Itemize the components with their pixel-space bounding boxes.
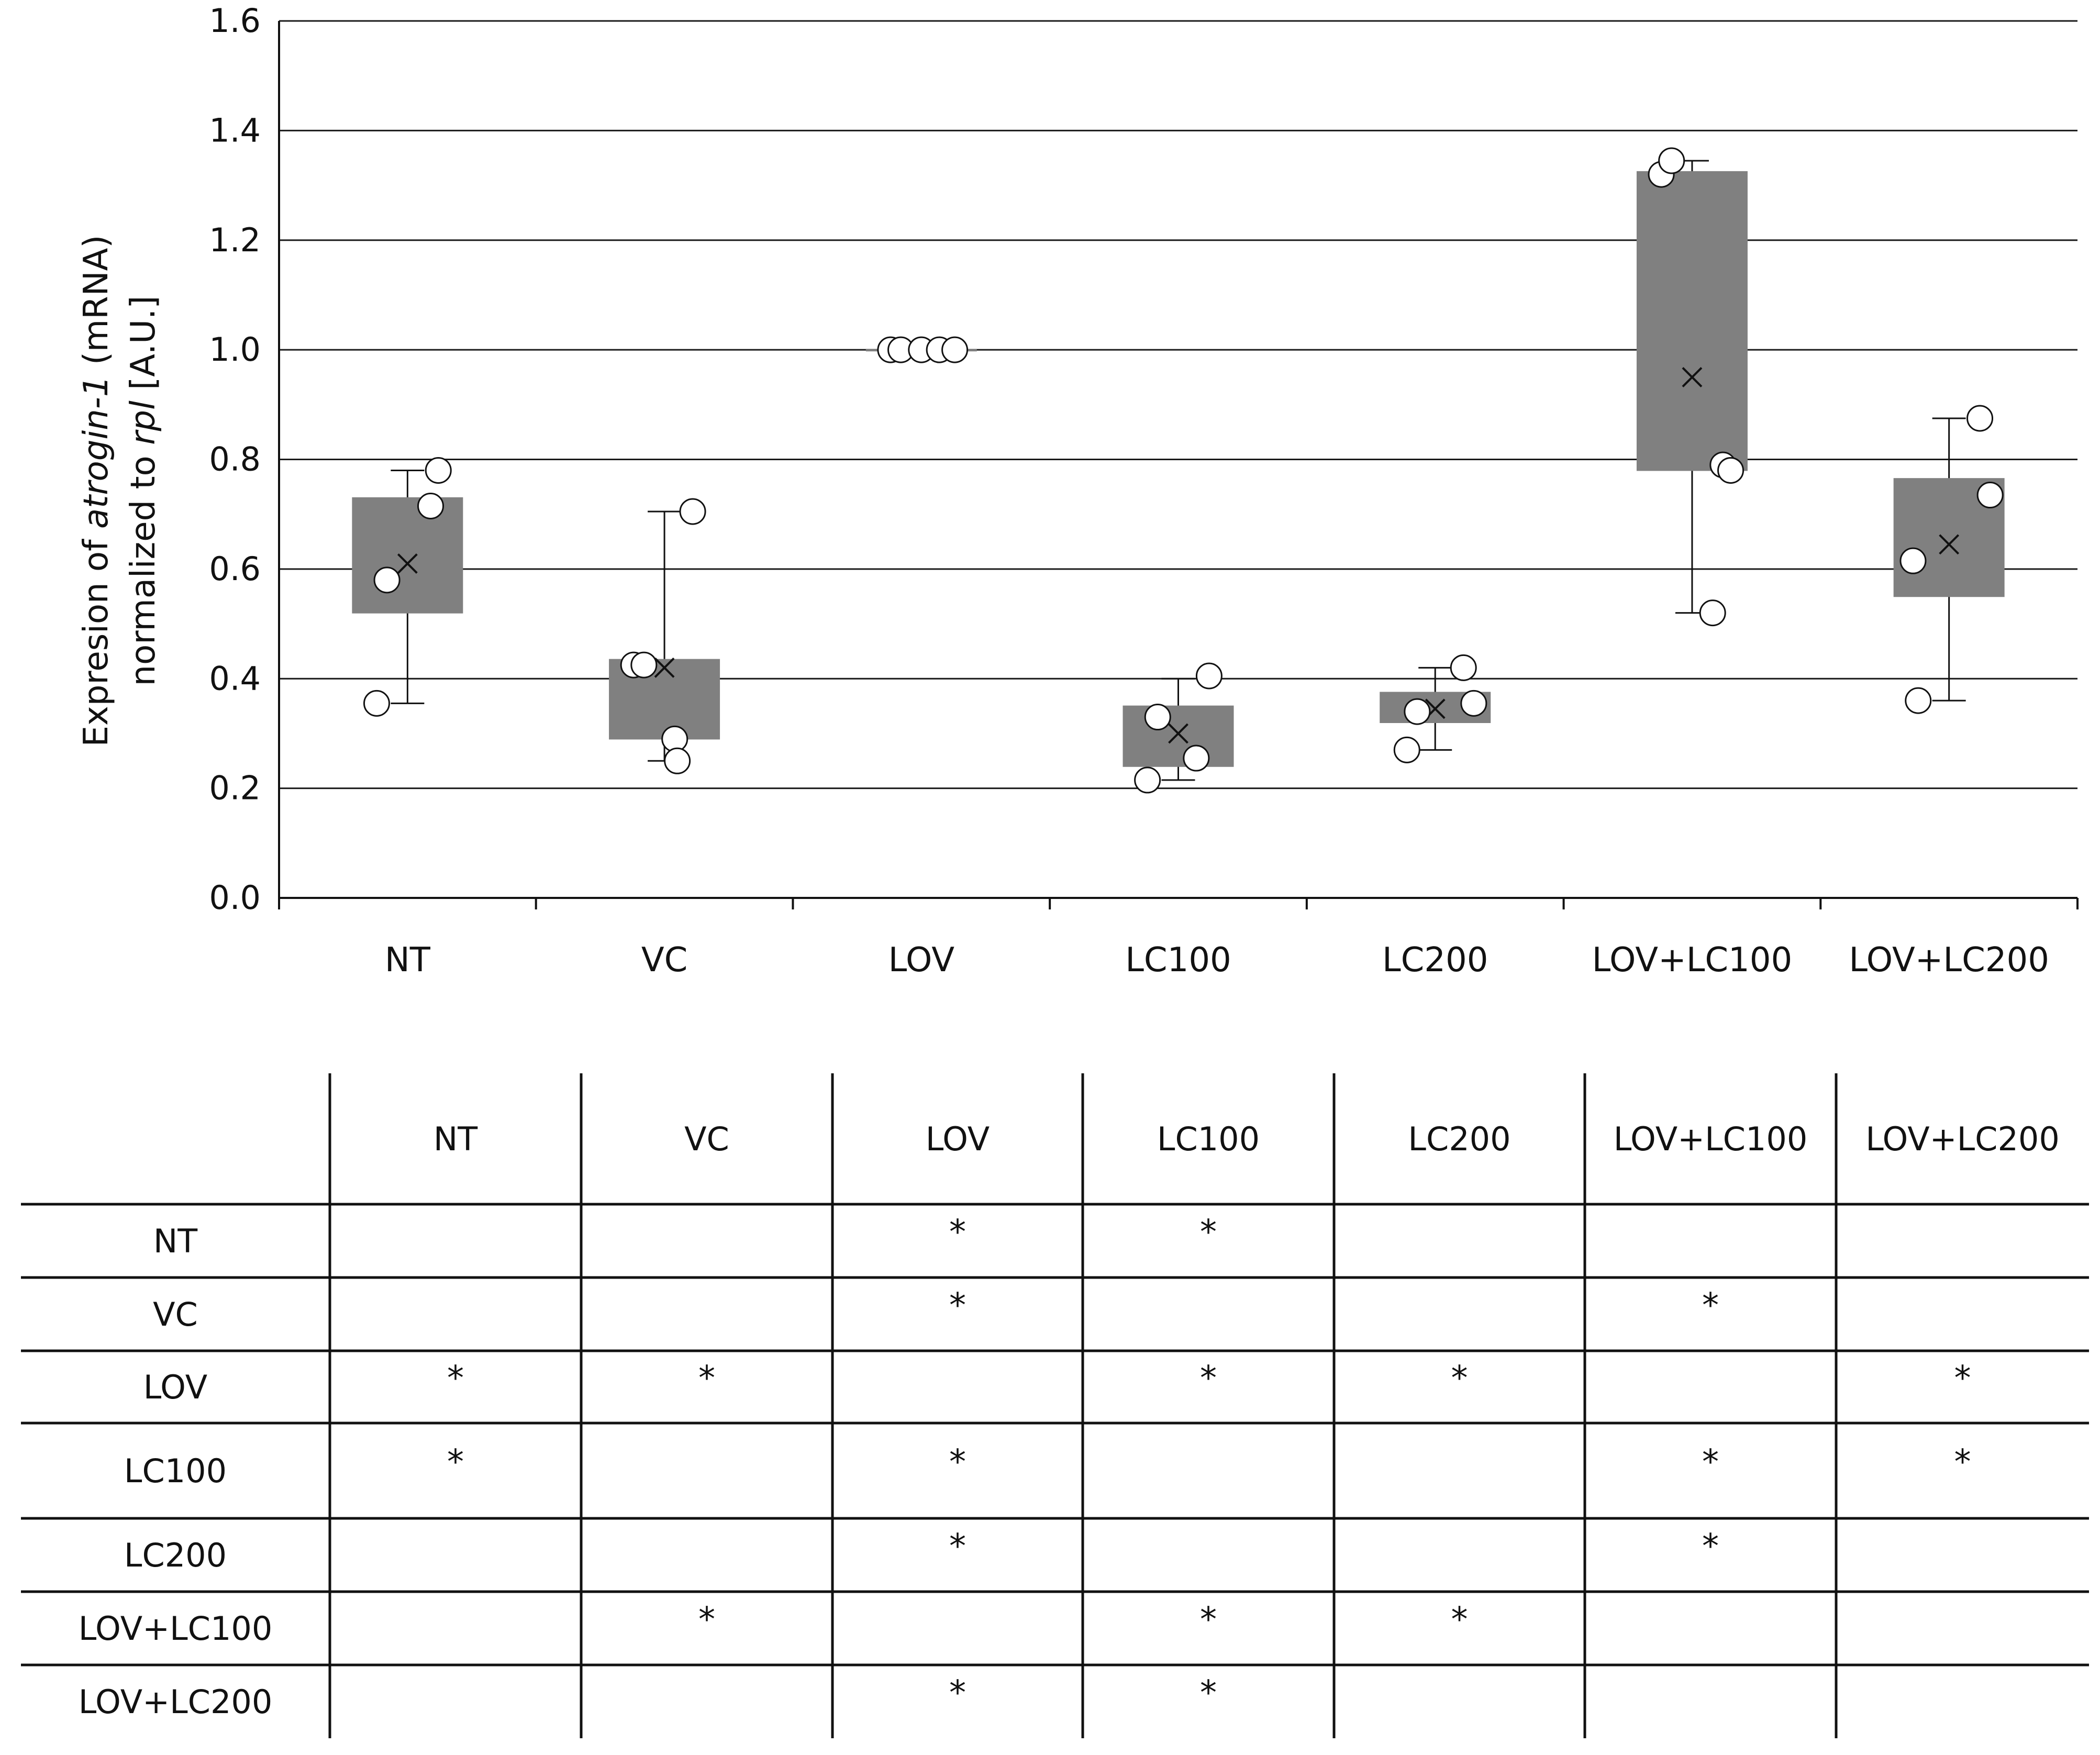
data-point [1966,405,1994,432]
y-tick-label: 1.0 [209,330,261,369]
significance-table: NT VC LOV LC100 LC200 LOV+LC100 LOV+LC200 NT * * V… [21,1073,2089,1738]
data-point [1144,704,1171,731]
significance-mark: * [1451,1359,1468,1398]
significance-mark: * [447,1443,464,1482]
data-point [1404,698,1431,725]
iqr-box [1123,705,1234,767]
table-row-label: LOV+LC200 [79,1683,273,1721]
data-point [1699,599,1726,627]
data-point [1658,147,1685,174]
table-row-label: LC200 [124,1536,227,1574]
table-row-label: LC100 [124,1452,227,1490]
significance-mark: * [1954,1359,1971,1398]
y-axis-title: Expresion of atrogin-1 (mRNA) [77,235,116,747]
iqr-box [1636,171,1748,471]
data-point [679,498,706,525]
significance-mark: * [698,1359,715,1398]
mean-marker [1168,723,1188,744]
data-point [1195,662,1223,690]
y-axis-title-part: Expresion of [77,529,116,747]
significance-mark: * [1702,1443,1719,1482]
table-column-header: VC [684,1120,729,1158]
y-axis-title-part: normalized to [124,445,163,686]
mean-marker [1682,367,1703,387]
mean-marker [1939,534,1960,555]
table-column-header: LC200 [1408,1120,1510,1158]
table-column-header: LOV+LC200 [1865,1120,2060,1158]
significance-mark: * [1954,1443,1971,1482]
box-plot: 0.0 0.2 0.4 0.6 0.8 1.0 1.2 1.4 1.6 NT VC LOV LC100 L… [77,2,2079,980]
significance-mark: * [698,1601,715,1639]
table-row-label: VC [153,1295,198,1334]
significance-mark: * [949,1286,966,1325]
significance-mark: * [1200,1213,1217,1252]
data-point [1393,736,1420,763]
table-column-header: LOV [926,1120,990,1158]
data-point [363,690,390,717]
mean-marker [397,553,418,574]
significance-mark: * [949,1443,966,1482]
y-axis-title-part: rpl [124,401,163,445]
y-tick-label: 0.2 [209,769,261,807]
data-point [1717,457,1745,484]
y-axis-title-part: [A.U.] [124,296,163,401]
significance-mark: * [1200,1359,1217,1398]
data-point [1183,745,1210,772]
significance-mark: * [1702,1527,1719,1566]
data-point [1905,687,1932,714]
x-category-label: LOV [888,941,955,980]
table-row-label: LOV+LC100 [79,1609,273,1648]
data-point [661,725,688,752]
x-category-label: LC100 [1125,941,1231,980]
data-point [664,747,691,774]
table-column-header: LOV+LC100 [1614,1120,1808,1158]
data-point [630,651,658,679]
table-column-header: LC100 [1157,1120,1260,1158]
significance-mark: * [1200,1674,1217,1713]
y-axis-title: normalized to rpl [A.U.] [124,296,163,686]
x-category-label: LC200 [1382,941,1488,980]
y-tick-label: 0.4 [209,659,261,697]
y-axis-title-part: atrogin-1 [77,375,116,529]
significance-mark: * [447,1359,464,1398]
significance-mark: * [949,1527,966,1566]
y-tick-label: 1.4 [209,111,261,149]
significance-mark: * [1451,1601,1468,1639]
data-point [1450,654,1477,681]
x-category-label: LOV+LC100 [1592,941,1793,980]
y-axis-title-part: (mRNA) [77,235,116,376]
data-point [1460,690,1487,717]
y-tick-label: 1.6 [209,2,261,40]
x-category-label: VC [641,941,687,980]
data-point [1899,547,1927,574]
data-point [1134,767,1161,794]
significance-mark: * [949,1674,966,1713]
iqr-box [352,497,463,614]
mean-marker [654,657,675,678]
data-point [373,567,401,594]
y-tick-label: 0.8 [209,440,261,479]
significance-mark: * [1200,1601,1217,1639]
table-column-header: NT [434,1120,478,1158]
y-tick-label: 0.0 [209,879,261,917]
y-tick-label: 0.6 [209,550,261,588]
x-category-label: LOV+LC200 [1849,941,2049,980]
data-point [941,336,969,363]
data-point [425,457,452,484]
significance-mark: * [1702,1286,1719,1325]
significance-mark: * [949,1213,966,1252]
x-category-label: NT [385,941,431,980]
y-tick-label: 1.2 [209,221,261,259]
table-row-label: LOV [143,1368,207,1406]
data-point [1976,482,2004,509]
table-row-label: NT [153,1222,198,1260]
data-point [417,492,445,519]
